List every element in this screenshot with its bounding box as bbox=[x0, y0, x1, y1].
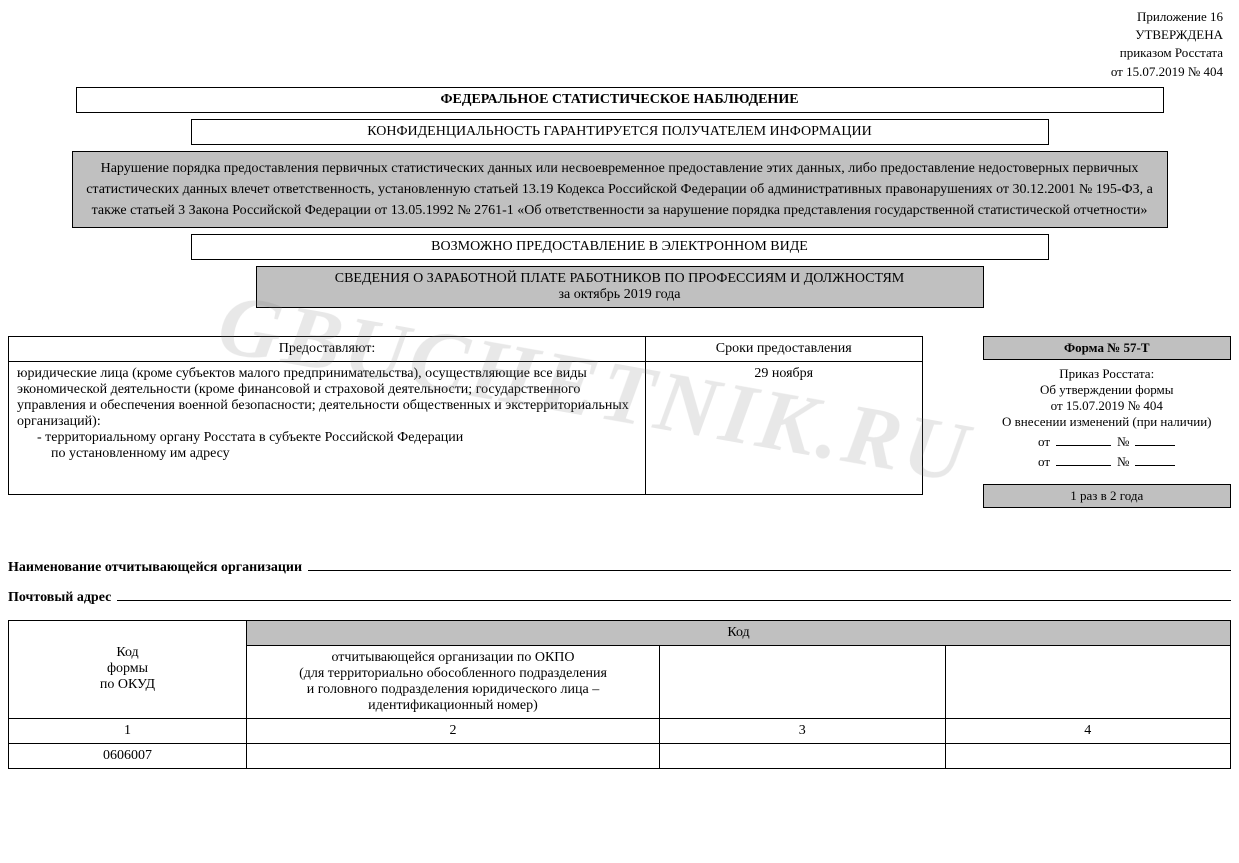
codes-okpo-value bbox=[247, 743, 660, 768]
postal-rule bbox=[117, 586, 1231, 601]
formnum-no1: № bbox=[1117, 434, 1129, 450]
formnum-ot2: от bbox=[1038, 454, 1050, 470]
submit-col1-hdr: Предоставляют: bbox=[9, 336, 646, 361]
subject-l1: СВЕДЕНИЯ О ЗАРАБОТНОЙ ПЛАТЕ РАБОТНИКОВ П… bbox=[265, 271, 975, 287]
submit-who: юридические лица (кроме субъектов малого… bbox=[17, 366, 637, 430]
formnum-blank-date2 bbox=[1056, 452, 1111, 466]
codes-n1: 1 bbox=[9, 718, 247, 743]
codes-okud-label: Код формы по ОКУД bbox=[9, 620, 247, 718]
formnum-ot1: от bbox=[1038, 434, 1050, 450]
codes-col4-blank bbox=[945, 645, 1231, 718]
electronic-box: ВОЗМОЖНО ПРЕДОСТАВЛЕНИЕ В ЭЛЕКТРОННОМ ВИ… bbox=[191, 234, 1049, 260]
codes-v4 bbox=[945, 743, 1231, 768]
submit-addr: по установленному им адресу bbox=[17, 446, 637, 462]
codes-col3-blank bbox=[660, 645, 946, 718]
subject-l2: за октябрь 2019 года bbox=[265, 287, 975, 303]
title-box: ФЕДЕРАЛЬНОЕ СТАТИСТИЧЕСКОЕ НАБЛЮДЕНИЕ bbox=[76, 87, 1164, 113]
submit-col2-hdr: Сроки предоставления bbox=[646, 336, 923, 361]
codes-okpo-l2: (для территориально обособленного подраз… bbox=[253, 666, 653, 682]
formnum-no2: № bbox=[1117, 454, 1129, 470]
approval-l1: Приложение 16 bbox=[8, 8, 1223, 26]
approval-l3: приказом Росстата bbox=[8, 44, 1223, 62]
codes-n2: 2 bbox=[247, 718, 660, 743]
form-number-hdr: Форма № 57-Т bbox=[983, 336, 1232, 360]
postal-label: Почтовый адрес bbox=[8, 590, 111, 606]
warning-box: Нарушение порядка предоставления первичн… bbox=[72, 151, 1168, 228]
subject-box: СВЕДЕНИЯ О ЗАРАБОТНОЙ ПЛАТЕ РАБОТНИКОВ П… bbox=[256, 266, 984, 308]
codes-n4: 4 bbox=[945, 718, 1231, 743]
codes-n3: 3 bbox=[660, 718, 946, 743]
formnum-p1: Приказ Росстата: bbox=[983, 366, 1232, 382]
formnum-p2: Об утверждении формы bbox=[983, 382, 1232, 398]
approval-block: Приложение 16 УТВЕРЖДЕНА приказом Росста… bbox=[8, 8, 1231, 81]
codes-v3 bbox=[660, 743, 946, 768]
codes-okud-l1: Код bbox=[15, 645, 240, 661]
confidentiality-box: КОНФИДЕНЦИАЛЬНОСТЬ ГАРАНТИРУЕТСЯ ПОЛУЧАТ… bbox=[191, 119, 1049, 145]
submit-deadline: 29 ноября bbox=[646, 361, 923, 494]
submit-whom: - территориальному органу Росстата в суб… bbox=[17, 430, 637, 446]
codes-okpo-label: отчитывающейся организации по ОКПО (для … bbox=[247, 645, 660, 718]
codes-okpo-l3: и головного подразделения юридического л… bbox=[253, 682, 653, 698]
codes-okpo-l4: идентификационный номер) bbox=[253, 698, 653, 714]
form-number-box: Форма № 57-Т Приказ Росстата: Об утвержд… bbox=[983, 336, 1232, 508]
codes-okud-l3: по ОКУД bbox=[15, 677, 240, 693]
codes-okud-value: 0606007 bbox=[9, 743, 247, 768]
formnum-p3: от 15.07.2019 № 404 bbox=[983, 398, 1232, 414]
orgname-rule bbox=[308, 556, 1231, 571]
approval-l2: УТВЕРЖДЕНА bbox=[8, 26, 1223, 44]
codes-okpo-l1: отчитывающейся организации по ОКПО bbox=[253, 650, 653, 666]
codes-hdr: Код bbox=[247, 620, 1231, 645]
approval-l4: от 15.07.2019 № 404 bbox=[8, 63, 1223, 81]
formnum-p4: О внесении изменений (при наличии) bbox=[983, 414, 1232, 430]
formnum-freq: 1 раз в 2 года bbox=[983, 484, 1232, 508]
codes-table: Код формы по ОКУД Код отчитывающейся орг… bbox=[8, 620, 1231, 769]
formnum-blank-num1 bbox=[1135, 432, 1175, 446]
orgname-label: Наименование отчитывающейся организации bbox=[8, 560, 302, 576]
codes-okud-l2: формы bbox=[15, 661, 240, 677]
formnum-blank-date1 bbox=[1056, 432, 1111, 446]
submit-who-cell: юридические лица (кроме субъектов малого… bbox=[9, 361, 646, 494]
submission-table: Предоставляют: Сроки предоставления юрид… bbox=[8, 336, 923, 495]
formnum-blank-num2 bbox=[1135, 452, 1175, 466]
